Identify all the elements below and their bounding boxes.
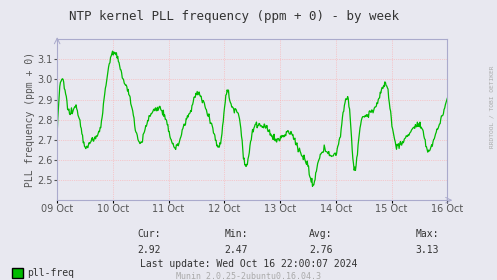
Text: Cur:: Cur: [137, 228, 161, 239]
Text: Munin 2.0.25-2ubuntu0.16.04.3: Munin 2.0.25-2ubuntu0.16.04.3 [176, 272, 321, 280]
Text: 3.13: 3.13 [415, 245, 439, 255]
Text: 2.76: 2.76 [309, 245, 332, 255]
Text: Avg:: Avg: [309, 228, 332, 239]
Text: RRDTOOL / TOBI OETIKER: RRDTOOL / TOBI OETIKER [490, 65, 495, 148]
Text: Last update: Wed Oct 16 22:00:07 2024: Last update: Wed Oct 16 22:00:07 2024 [140, 258, 357, 269]
Text: 2.47: 2.47 [224, 245, 248, 255]
Text: Max:: Max: [415, 228, 439, 239]
Text: 2.92: 2.92 [137, 245, 161, 255]
Text: pll-freq: pll-freq [27, 268, 75, 278]
Text: Min:: Min: [224, 228, 248, 239]
Text: NTP kernel PLL frequency (ppm + 0) - by week: NTP kernel PLL frequency (ppm + 0) - by … [69, 10, 399, 23]
Y-axis label: PLL frequency (ppm + 0): PLL frequency (ppm + 0) [25, 52, 35, 187]
